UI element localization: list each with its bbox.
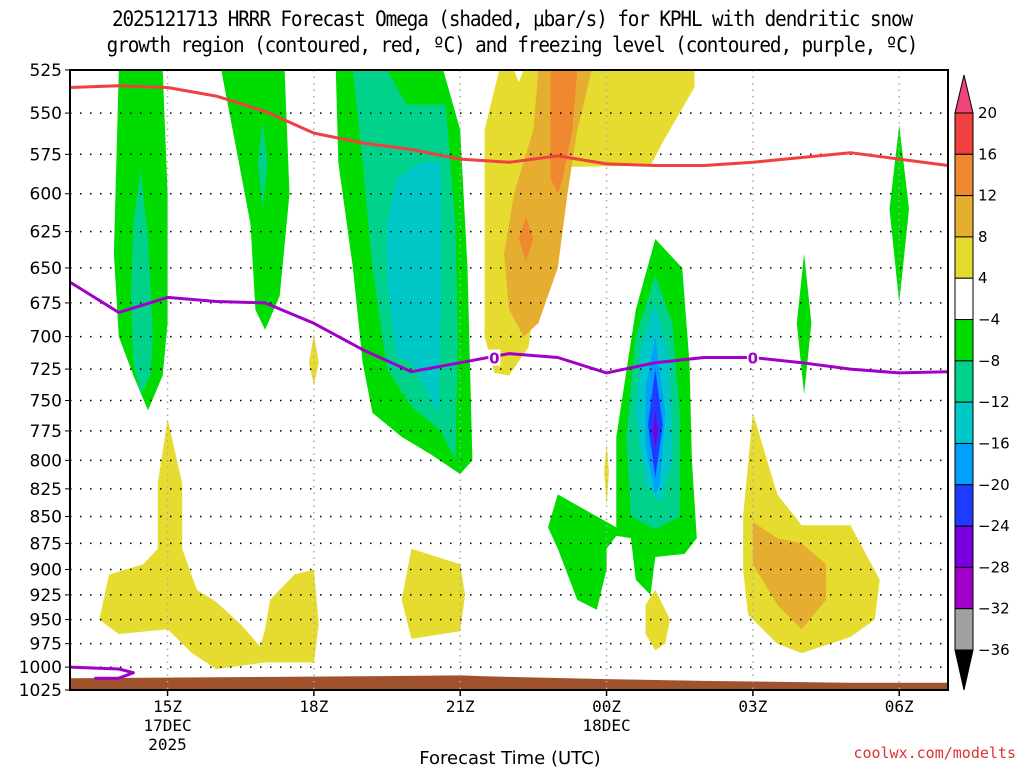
x-tick-label: 03Z — [738, 697, 767, 716]
colorbar-label: −4 — [978, 311, 1000, 329]
omega-neg8-col2 — [257, 121, 268, 210]
colorbar-swatch — [954, 277, 974, 321]
y-tick-label: 625 — [30, 223, 62, 243]
colorbar-swatch — [954, 195, 974, 238]
colorbar-swatch — [954, 608, 974, 651]
y-tick-label: 725 — [30, 360, 62, 380]
x-tick-date: 17DEC — [143, 716, 191, 735]
y-tick-label: 900 — [30, 560, 62, 580]
terrain-fill — [70, 675, 948, 690]
omega-pos4-spike-18z — [309, 333, 319, 386]
contour-line — [70, 84, 948, 167]
y-tick-label: 600 — [30, 185, 62, 205]
chart-title: 2025121713 HRRR Forecast Omega (shaded, … — [41, 6, 983, 58]
colorbar-label: −28 — [978, 558, 1010, 576]
y-tick-label: 675 — [30, 294, 62, 314]
colorbar-swatch — [954, 360, 974, 403]
y-tick-label: 650 — [30, 259, 62, 279]
omega-pos4-left-2 — [401, 548, 466, 639]
colorbar-swatch — [954, 236, 974, 279]
contour-label: 0 — [748, 350, 758, 368]
colorbar-legend: 20 16 12 8 4 −4 −8 −12 −16 −20 −24 −28 −32 −36 — [954, 74, 1010, 691]
colorbar-label: −16 — [978, 434, 1010, 452]
colorbar-swatch — [954, 153, 974, 197]
plot-frame — [69, 69, 949, 691]
x-tick-label: 21Z — [446, 697, 475, 716]
y-tick-label: 875 — [30, 534, 62, 554]
colorbar-label: −24 — [978, 517, 1010, 535]
y-tick-label: 1025 — [19, 681, 62, 701]
x-tick-label: 06Z — [885, 697, 914, 716]
contour-lines-layer — [70, 84, 948, 680]
colorbar-label: −36 — [978, 641, 1010, 659]
colorbar-label: −20 — [978, 476, 1010, 494]
x-tick-label: 18Z — [299, 697, 328, 716]
y-tick-label: 950 — [30, 611, 62, 631]
omega-neg4-col2 — [221, 70, 290, 330]
y-tick-label: 850 — [30, 508, 62, 528]
y-tick-label: 550 — [30, 104, 62, 124]
y-tick-label: 925 — [30, 586, 62, 606]
colorbar-swatch — [954, 484, 974, 527]
y-tick-label: 825 — [30, 480, 62, 500]
y-tick-label: 975 — [30, 635, 62, 655]
colorbar-bottom-arrow — [954, 649, 974, 691]
omega-pos12-blob — [518, 216, 534, 261]
y-tick-label: 575 — [30, 145, 62, 165]
colorbar-swatch — [954, 525, 974, 568]
omega-pos4-blob-01z — [645, 589, 670, 651]
omega-neg24-core — [652, 410, 658, 449]
colorbar-swatch — [954, 112, 974, 155]
colorbar-label: 12 — [978, 187, 997, 205]
omega-pos4-lower-left — [99, 418, 319, 669]
contour-label-bg — [488, 349, 501, 366]
colorbar-label: 4 — [978, 269, 988, 287]
contour-line — [70, 665, 135, 680]
y-tick-label: 1000 — [19, 658, 62, 678]
contour-label: 0 — [489, 350, 499, 368]
colorbar-label: −32 — [978, 600, 1010, 618]
x-tick-label: 15Z — [153, 697, 182, 716]
y-tick-label: 775 — [30, 422, 62, 442]
chart-title-line2: growth region (contoured, red, ºC) and f… — [106, 33, 919, 57]
colorbar-swatch — [954, 442, 974, 486]
y-tick-label: 800 — [30, 451, 62, 471]
contour-label-bg — [746, 349, 759, 366]
omega-pos8-late-b — [752, 521, 827, 630]
colorbar-label: 20 — [978, 104, 997, 122]
colorbar-label: −12 — [978, 393, 1010, 411]
omega-neg12-col3 — [387, 162, 441, 413]
omega-neg8-col1 — [131, 170, 153, 395]
y-tick-label: 750 — [30, 392, 62, 412]
omega-pos12-late-a — [550, 70, 578, 194]
colorbar-swatch — [954, 401, 974, 444]
contour-line — [70, 280, 948, 375]
x-axis-title: Forecast Time (UTC) — [419, 748, 600, 768]
colorbar-label: 16 — [978, 145, 997, 163]
omega-neg4-spike-04z — [796, 253, 812, 395]
colorbar-label: −8 — [978, 352, 1000, 370]
credit-link[interactable]: coolwx.com/modelts — [853, 744, 1016, 762]
x-tick-label: 00Z — [592, 697, 621, 716]
colorbar-swatch — [954, 319, 974, 362]
colorbar-label: 8 — [978, 228, 988, 246]
omega-shading-layer — [99, 70, 909, 669]
x-tick-date: 18DEC — [582, 716, 630, 735]
colorbar-swatch — [954, 566, 974, 610]
x-tick-year: 2025 — [148, 735, 187, 754]
chart-title-line1: 2025121713 HRRR Forecast Omega (shaded, … — [111, 7, 913, 31]
y-tick-label: 525 — [30, 61, 62, 81]
terrain-layer — [70, 675, 948, 690]
y-axis: 525 550 575 600 625 650 675 700 725 750 775 800 825 8… — [19, 61, 70, 701]
colorbar-top-arrow — [954, 74, 974, 114]
y-tick-label: 700 — [30, 328, 62, 348]
